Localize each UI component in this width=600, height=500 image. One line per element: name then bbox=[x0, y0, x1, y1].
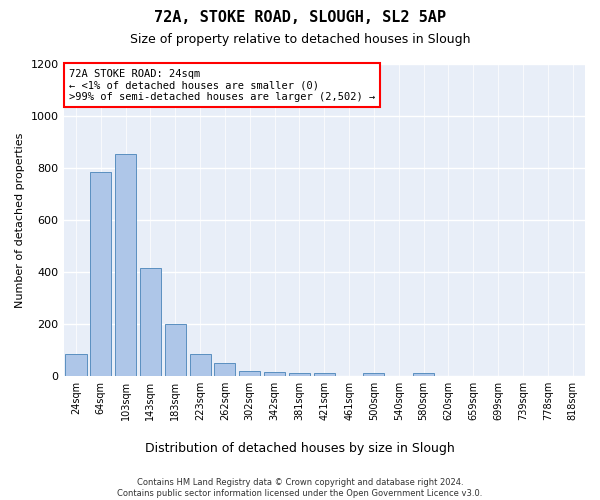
Bar bbox=[413, 373, 434, 376]
Bar bbox=[190, 354, 211, 376]
Bar bbox=[264, 372, 285, 376]
Bar bbox=[364, 373, 385, 376]
Bar bbox=[115, 154, 136, 376]
Bar bbox=[239, 370, 260, 376]
Bar bbox=[289, 373, 310, 376]
Bar bbox=[314, 373, 335, 376]
Bar bbox=[90, 172, 112, 376]
Y-axis label: Number of detached properties: Number of detached properties bbox=[15, 132, 25, 308]
Text: 72A, STOKE ROAD, SLOUGH, SL2 5AP: 72A, STOKE ROAD, SLOUGH, SL2 5AP bbox=[154, 10, 446, 25]
Text: 72A STOKE ROAD: 24sqm
← <1% of detached houses are smaller (0)
>99% of semi-deta: 72A STOKE ROAD: 24sqm ← <1% of detached … bbox=[69, 68, 375, 102]
Text: Contains HM Land Registry data © Crown copyright and database right 2024.
Contai: Contains HM Land Registry data © Crown c… bbox=[118, 478, 482, 498]
Text: Distribution of detached houses by size in Slough: Distribution of detached houses by size … bbox=[145, 442, 455, 455]
Bar bbox=[140, 268, 161, 376]
Bar bbox=[165, 324, 186, 376]
Bar bbox=[214, 363, 235, 376]
Text: Size of property relative to detached houses in Slough: Size of property relative to detached ho… bbox=[130, 32, 470, 46]
Bar bbox=[65, 354, 86, 376]
